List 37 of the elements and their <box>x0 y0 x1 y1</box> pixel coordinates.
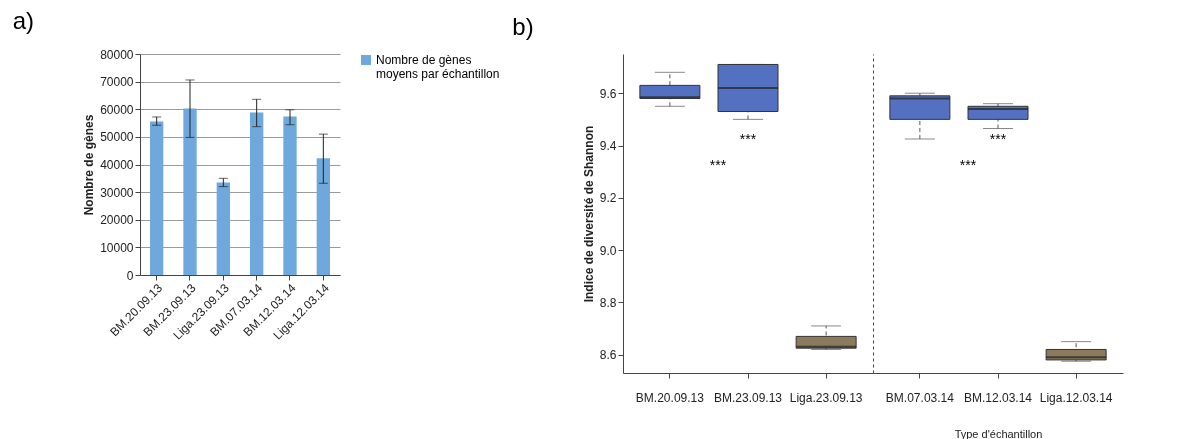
y-tick-label: 80000 <box>100 47 134 62</box>
y-tick-label: 9.0 <box>599 243 617 258</box>
y-tick-label: 8.6 <box>599 348 617 363</box>
bar <box>150 121 164 275</box>
x-tick-label: BM.07.03.14 <box>885 390 955 405</box>
x-tick-label: Liga.23.09.13 <box>789 390 863 405</box>
bar <box>283 116 297 275</box>
y-tick-label: 0 <box>126 268 134 283</box>
y-tick-label: 9.6 <box>599 86 617 101</box>
x-tick-label: BM.23.09.13 <box>713 390 783 405</box>
chart-title: b) <box>512 13 534 40</box>
y-tick-label: 50000 <box>100 130 134 145</box>
annotation: *** <box>739 131 757 148</box>
annotation: *** <box>989 131 1007 148</box>
y-tick-label: 8.8 <box>599 295 617 310</box>
y-tick-label: 10000 <box>100 240 134 255</box>
y-tick-label: 9.4 <box>599 139 617 154</box>
legend-label: Nombre de gènes moyens par échantillon <box>376 53 500 81</box>
y-tick-label: 40000 <box>100 158 134 172</box>
x-tick-label: Liga.12.03.14 <box>1039 390 1113 405</box>
x-tick-label: BM.12.03.14 <box>963 390 1033 405</box>
chart-title: a) <box>12 7 34 34</box>
bar <box>183 108 197 275</box>
annotation: *** <box>709 156 727 173</box>
bar <box>250 112 264 275</box>
bar <box>216 182 230 275</box>
y-axis-title: Indice de diversité de Shannon <box>581 125 596 303</box>
x-tick-label: BM.20.09.13 <box>635 390 705 405</box>
y-tick-label: 9.2 <box>599 191 617 206</box>
y-tick-label: 60000 <box>100 102 134 117</box>
y-tick-label: 70000 <box>100 75 134 90</box>
y-tick-label: 30000 <box>100 185 134 200</box>
y-tick-label: 20000 <box>100 213 134 228</box>
y-axis-title: Nombre de gènes <box>82 114 97 216</box>
annotation: *** <box>959 156 977 173</box>
bar <box>316 158 330 275</box>
x-axis-title: Type d'échantillon <box>954 427 1043 439</box>
